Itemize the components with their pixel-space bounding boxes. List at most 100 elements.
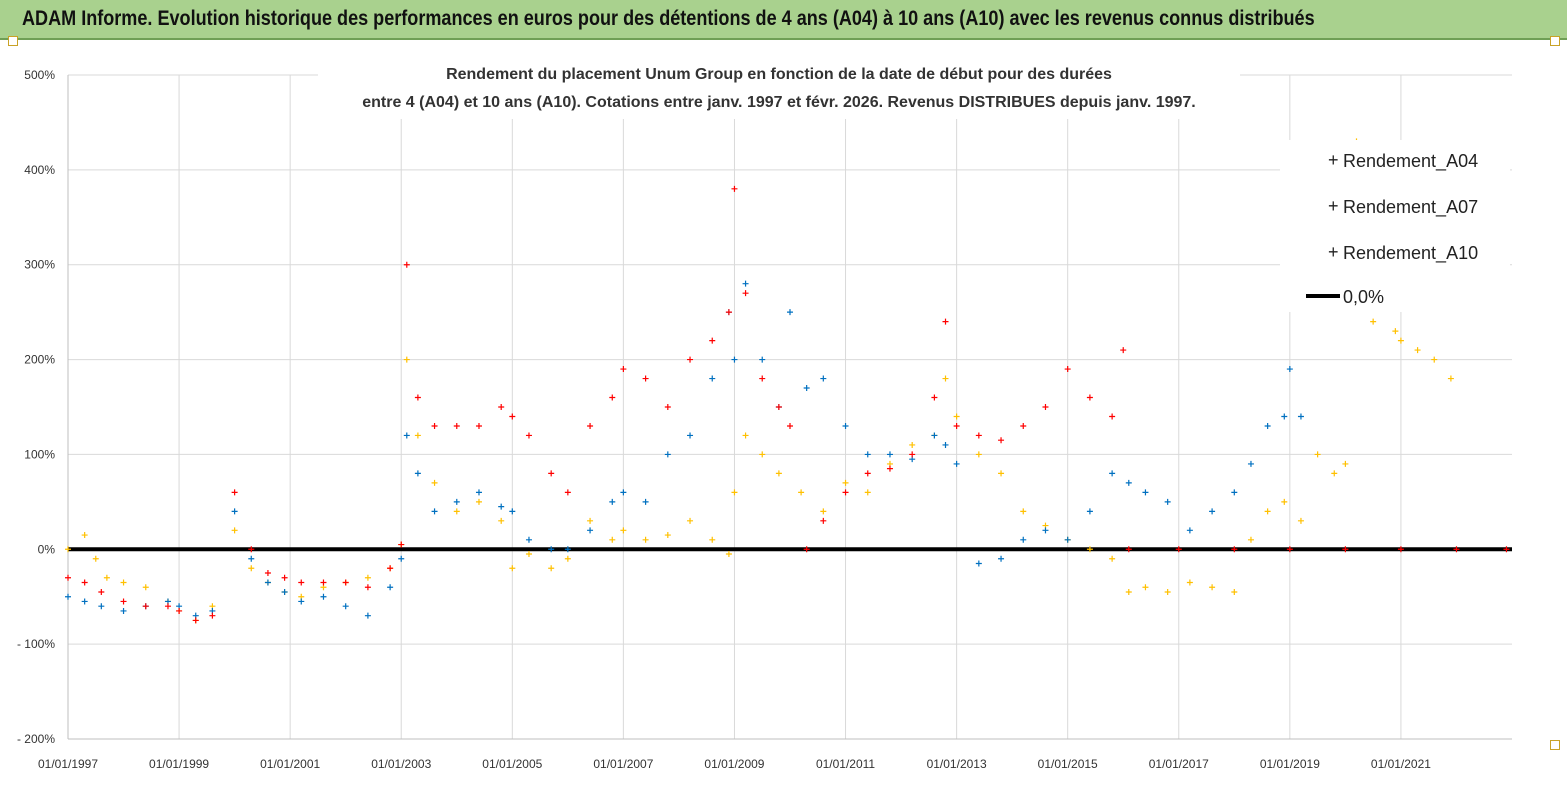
data-point (192, 617, 199, 624)
data-point (803, 546, 810, 553)
data-point (1125, 588, 1132, 595)
data-point (1397, 337, 1404, 344)
data-point (120, 598, 127, 605)
data-point (103, 574, 110, 581)
data-point (475, 498, 482, 505)
data-point (475, 489, 482, 496)
data-point (1286, 546, 1293, 553)
data-point (509, 413, 516, 420)
x-tick-label: 01/01/2001 (260, 757, 320, 771)
data-point (1175, 546, 1182, 553)
data-point (298, 579, 305, 586)
legend-marker-a07: + (1328, 196, 1339, 216)
data-point (931, 432, 938, 439)
data-point (1125, 479, 1132, 486)
y-tick-label: - 100% (17, 637, 55, 651)
data-point (248, 546, 255, 553)
data-point (998, 437, 1005, 444)
data-point (1297, 517, 1304, 524)
x-tick-label: 01/01/1999 (149, 757, 209, 771)
data-point (81, 579, 88, 586)
x-tick-label: 01/01/2003 (371, 757, 431, 771)
data-point (759, 375, 766, 382)
data-point (403, 261, 410, 268)
data-point (725, 309, 732, 316)
data-point (509, 508, 516, 515)
data-point (787, 309, 793, 316)
data-point (164, 603, 171, 610)
x-tick-label: 01/01/2015 (1038, 757, 1098, 771)
data-point (742, 290, 749, 297)
data-point (248, 565, 255, 572)
data-point (664, 451, 671, 458)
data-point (298, 598, 305, 605)
data-point (98, 603, 105, 610)
data-point (820, 375, 827, 382)
data-point (709, 536, 716, 543)
data-point (1247, 460, 1254, 467)
x-tick-label: 01/01/2017 (1149, 757, 1209, 771)
data-point (231, 508, 238, 515)
data-point (120, 607, 127, 614)
data-point (1186, 579, 1193, 586)
data-point (1109, 470, 1116, 477)
data-point (731, 489, 738, 496)
data-point (953, 422, 960, 429)
data-point (864, 451, 871, 458)
data-point (864, 489, 871, 496)
data-point (403, 356, 410, 363)
data-point (398, 555, 405, 562)
data-point (475, 422, 482, 429)
data-point (1209, 508, 1216, 515)
data-point (453, 422, 460, 429)
legend: + Rendement_A04 + Rendement_A07 + Rendem… (1280, 140, 1510, 312)
data-point (98, 588, 105, 595)
data-point (509, 565, 516, 572)
data-point (1414, 347, 1421, 354)
header-banner: ADAM Informe. Evolution historique des p… (0, 0, 1567, 40)
data-point (248, 555, 255, 562)
data-point (1164, 588, 1171, 595)
data-point (564, 489, 571, 496)
data-point (387, 565, 394, 572)
data-point (609, 536, 616, 543)
data-point (1314, 451, 1321, 458)
data-point (842, 489, 849, 496)
data-point (398, 541, 405, 548)
data-point (120, 579, 127, 586)
data-point (564, 546, 571, 553)
data-point (342, 603, 349, 610)
data-point (664, 532, 671, 539)
data-point (609, 394, 616, 401)
y-tick-label: 0% (38, 542, 56, 556)
data-point (803, 385, 810, 392)
data-point (1453, 546, 1460, 553)
data-point (1042, 527, 1049, 534)
data-point (731, 356, 738, 363)
data-point (942, 375, 949, 382)
data-point (731, 185, 738, 192)
data-point (1109, 555, 1116, 562)
data-point (725, 551, 732, 558)
data-point (564, 555, 571, 562)
data-point (403, 432, 410, 439)
data-point (942, 318, 949, 325)
x-tick-label: 01/01/2011 (816, 757, 875, 771)
data-point (1109, 413, 1116, 420)
x-tick-label: 01/01/2021 (1371, 757, 1431, 771)
data-point (620, 366, 627, 373)
data-point (281, 574, 288, 581)
data-point (687, 517, 694, 524)
legend-marker-a04: + (1328, 150, 1339, 170)
data-point (909, 451, 916, 458)
data-point (142, 584, 149, 591)
y-tick-label: 300% (24, 258, 55, 272)
data-point (1447, 375, 1454, 382)
data-point (1186, 527, 1193, 534)
data-point (1120, 347, 1127, 354)
banner-title: ADAM Informe. Evolution historique des p… (22, 7, 1315, 30)
data-point (264, 579, 271, 586)
data-point (1370, 318, 1377, 325)
data-point (142, 603, 149, 610)
data-point (587, 517, 594, 524)
